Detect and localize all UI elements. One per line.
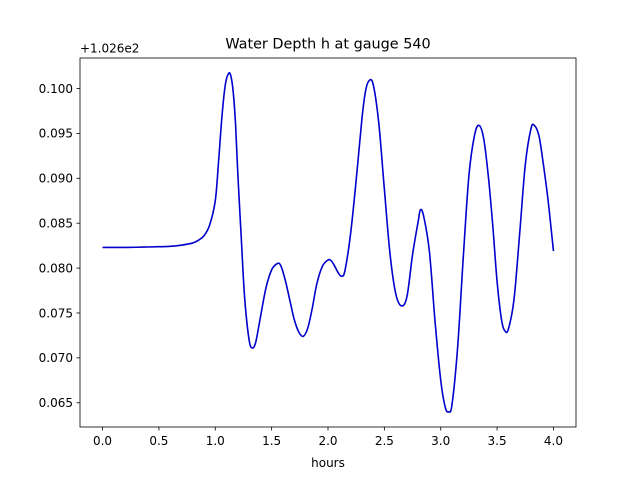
x-axis-ticks: 0.0 0.5 1.0 1.5 2.0 2.5 3.0 3.5 4.0 — [93, 427, 563, 448]
y-tick-label: 0.075 — [39, 306, 73, 320]
x-axis-label: hours — [311, 456, 345, 470]
axes-frame — [79, 57, 577, 428]
x-tick-label: 3.5 — [488, 434, 507, 448]
series-line-0 — [102, 72, 555, 413]
y-tick-label: 0.085 — [39, 216, 73, 230]
x-tick-label: 3.0 — [431, 434, 450, 448]
y-tick-label: 0.070 — [39, 351, 73, 365]
x-tick-label: 4.0 — [544, 434, 563, 448]
y-tick-label: 0.100 — [39, 82, 73, 96]
plot-area — [102, 72, 555, 413]
y-tick-label: 0.065 — [39, 396, 73, 410]
x-tick-label: 0.5 — [149, 434, 168, 448]
y-tick-label: 0.080 — [39, 261, 73, 275]
y-axis-offset-text: +1.026e2 — [80, 42, 139, 56]
x-tick-label: 2.5 — [375, 434, 394, 448]
y-axis-ticks: 0.065 0.070 0.075 0.080 0.085 0.090 0.095 0.100 — [39, 82, 80, 410]
x-tick-label: 2.0 — [318, 434, 337, 448]
x-tick-label: 1.0 — [206, 434, 225, 448]
x-tick-label: 0.0 — [93, 434, 112, 448]
y-tick-label: 0.095 — [39, 127, 73, 141]
chart-title: Water Depth h at gauge 540 — [225, 37, 430, 53]
y-tick-label: 0.090 — [39, 172, 73, 186]
x-tick-label: 1.5 — [262, 434, 281, 448]
